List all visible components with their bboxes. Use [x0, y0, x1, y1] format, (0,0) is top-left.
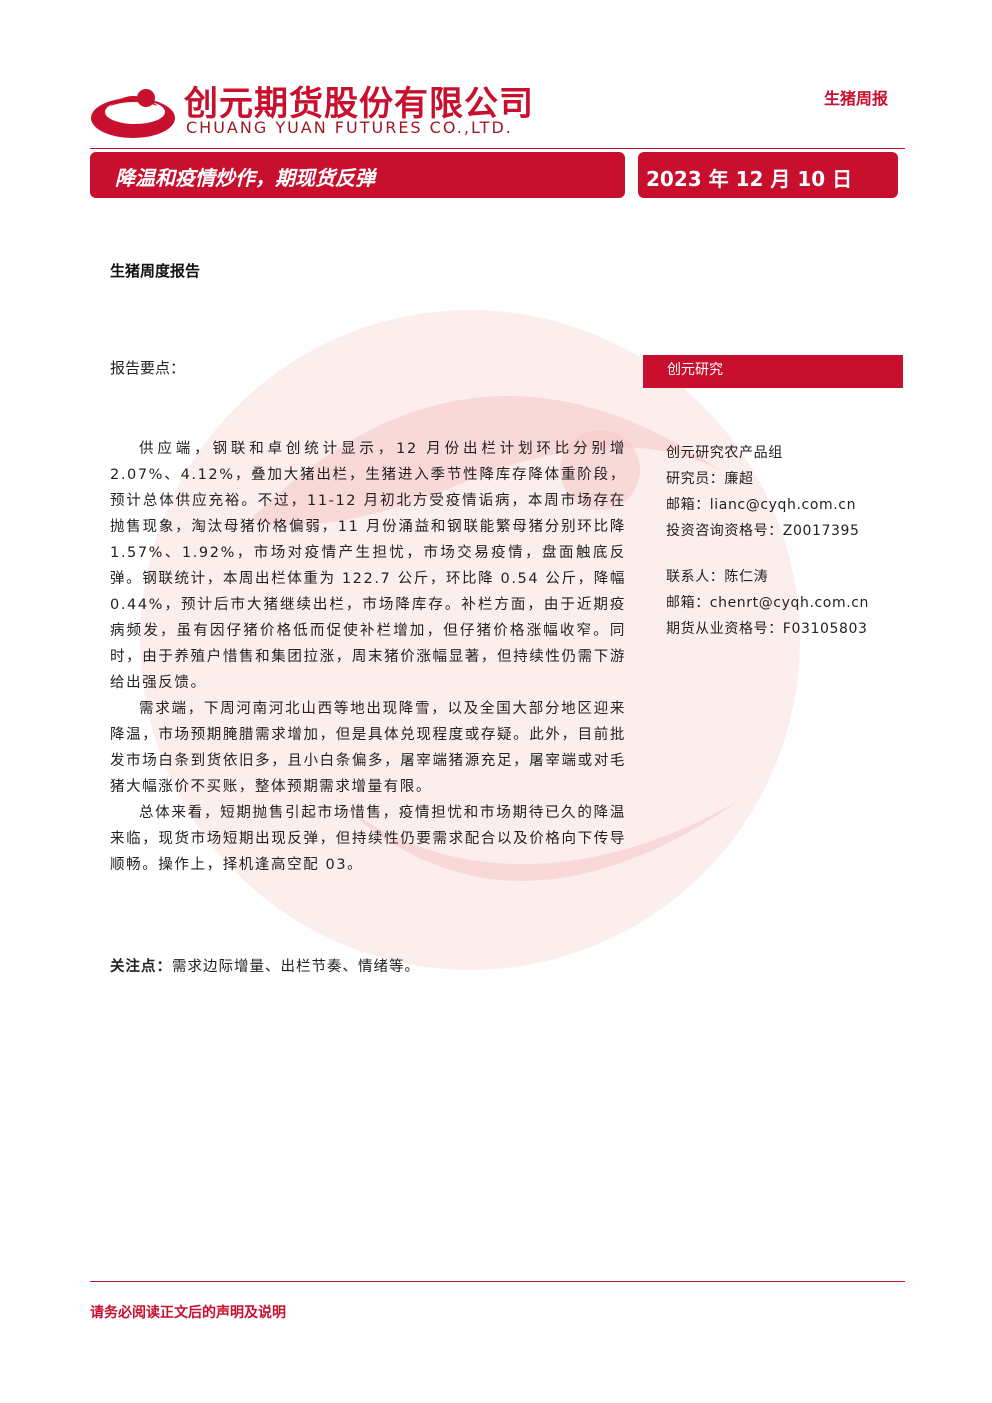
report-type: 生猪周报: [824, 89, 889, 108]
contact-block: 创元研究农产品组 研究员：廉超 邮箱：lianc@cyqh.com.cn 投资咨…: [666, 440, 869, 642]
company-name-en: CHUANG YUAN FUTURES CO.,LTD.: [186, 118, 513, 137]
footer-rule: [90, 1281, 905, 1282]
contact-line: 邮箱：chenrt@cyqh.com.cn: [666, 595, 870, 611]
focus-label: 关注点：: [110, 959, 172, 975]
contact-line: 创元研究农产品组: [666, 445, 783, 461]
header-rule: [90, 148, 905, 149]
report-title: 降温和疫情炒作，期现货反弹: [115, 166, 375, 190]
contact-line: 研究员：廉超: [666, 471, 754, 487]
contact-line: 投资咨询资格号：Z0017395: [666, 523, 860, 539]
logo: [91, 89, 175, 138]
spacer: [666, 544, 869, 564]
focus: 关注点：需求边际增量、出栏节奏、情绪等。: [110, 955, 420, 976]
body: 供应端，钢联和卓创统计显示，12 月份出栏计划环比分别增2.07%、4.12%，…: [110, 436, 626, 878]
focus-text: 需求边际增量、出栏节奏、情绪等。: [172, 959, 420, 975]
footer-note: 请务必阅读正文后的声明及说明: [90, 1305, 286, 1321]
date-banner: 2023 年 12 月 10 日: [638, 152, 898, 198]
paragraph: 供应端，钢联和卓创统计显示，12 月份出栏计划环比分别增2.07%、4.12%，…: [110, 441, 626, 691]
key-points-label: 报告要点：: [110, 359, 186, 377]
report-date: 2023 年 12 月 10 日: [646, 167, 853, 191]
company-name: 创元期货股份有限公司: [184, 84, 534, 124]
sidebar-header: 创元研究: [643, 355, 903, 388]
contact-line: 联系人：陈仁涛: [666, 569, 769, 585]
sidebar-title: 创元研究: [667, 362, 723, 378]
paragraph: 需求端，下周河南河北山西等地出现降雪，以及全国大部分地区迎来降温，市场预期腌腊需…: [110, 701, 626, 795]
contact-line: 期货从业资格号：F03105803: [666, 621, 868, 637]
contact-line: 邮箱：lianc@cyqh.com.cn: [666, 497, 857, 513]
paragraph: 总体来看，短期抛售引起市场惜售，疫情担忧和市场期待已久的降温来临，现货市场短期出…: [110, 805, 626, 873]
title-banner: 降温和疫情炒作，期现货反弹: [90, 152, 625, 198]
section-title: 生猪周度报告: [110, 262, 201, 280]
